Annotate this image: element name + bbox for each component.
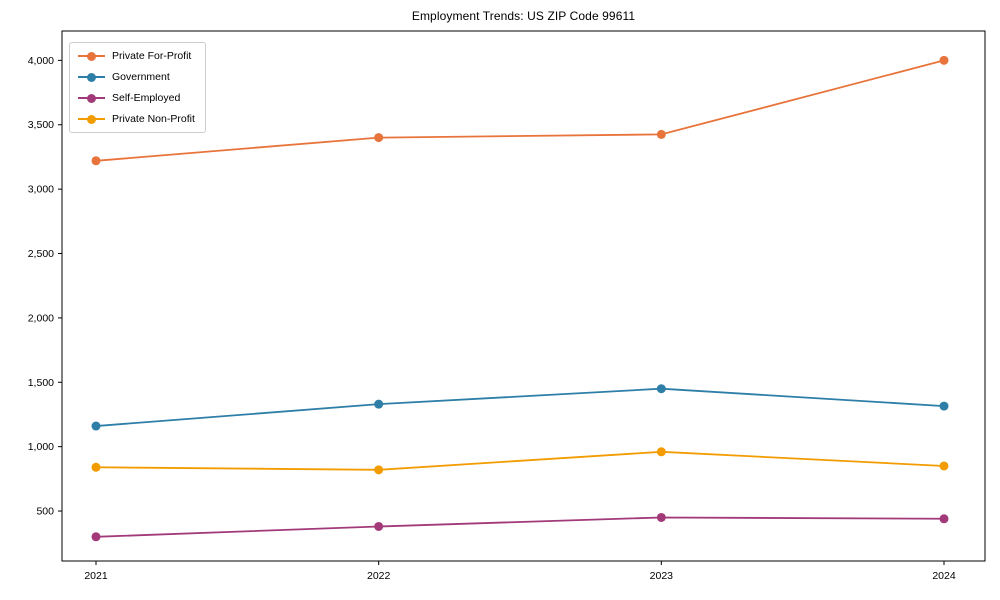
data-point: [656, 447, 666, 457]
data-point: [656, 512, 666, 522]
y-tick-label: 500: [36, 506, 54, 518]
y-tick-label: 4,000: [28, 55, 54, 67]
y-tick-label: 3,500: [28, 119, 54, 131]
data-point: [939, 461, 949, 471]
legend-label: Self-Employed: [112, 92, 181, 104]
x-tick-label: 2022: [367, 570, 391, 582]
legend-label: Private Non-Profit: [112, 113, 195, 125]
x-tick-label: 2024: [932, 570, 956, 582]
data-point: [939, 401, 949, 411]
legend-item: Self-Employed: [78, 90, 195, 106]
data-point: [374, 133, 384, 143]
series-line-private-non-profit: [95, 450, 945, 471]
y-tick-label: 1,000: [28, 441, 54, 453]
data-point: [656, 384, 666, 394]
data-point: [939, 514, 949, 524]
series-line-government: [95, 387, 945, 427]
y-tick-label: 2,000: [28, 312, 54, 324]
y-tick-label: 3,000: [28, 184, 54, 196]
legend-line-marker-icon: [78, 51, 105, 61]
data-point: [91, 532, 101, 542]
y-tick-label: 2,500: [28, 248, 54, 260]
series-line-self-employed: [95, 516, 945, 538]
data-point: [374, 465, 384, 475]
legend-line-marker-icon: [78, 93, 105, 103]
series-line-private-for-profit: [95, 59, 945, 162]
legend-line-marker-icon: [78, 114, 105, 124]
x-tick-label: 2023: [650, 570, 674, 582]
data-point: [939, 55, 949, 65]
x-tick-label: 2021: [84, 570, 108, 582]
data-point: [91, 421, 101, 431]
legend-line-marker-icon: [78, 72, 105, 82]
legend: Private For-Profit Government Self-Employe…: [69, 42, 206, 133]
y-tick-label: 1,500: [28, 377, 54, 389]
legend-label: Government: [112, 71, 170, 83]
axes-frame: [61, 30, 986, 562]
data-point: [374, 521, 384, 531]
data-point: [91, 462, 101, 472]
data-point: [91, 156, 101, 166]
legend-label: Private For-Profit: [112, 50, 192, 62]
legend-item: Government: [78, 69, 195, 85]
data-point: [374, 399, 384, 409]
legend-item: Private Non-Profit: [78, 111, 195, 127]
legend-item: Private For-Profit: [78, 48, 195, 64]
data-point: [656, 129, 666, 139]
chart-title: Employment Trends: US ZIP Code 99611: [411, 9, 636, 23]
